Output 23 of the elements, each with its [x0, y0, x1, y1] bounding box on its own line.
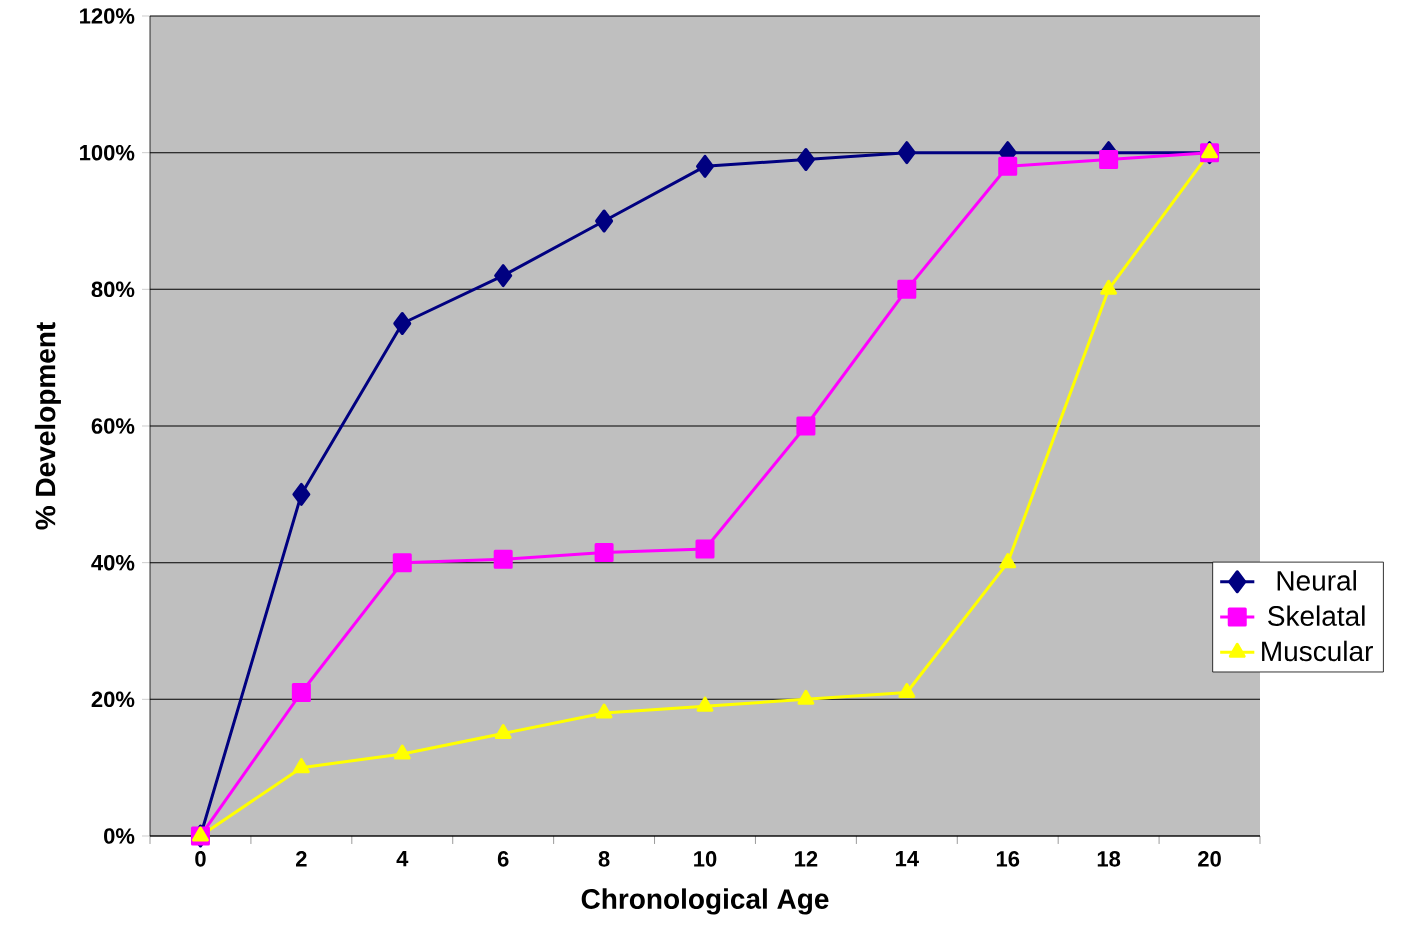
- x-axis-title: Chronological Age: [581, 888, 829, 915]
- x-tick-label: 14: [895, 851, 919, 867]
- y-axis-title: % Development: [34, 322, 61, 530]
- x-tick-label: 12: [795, 851, 818, 867]
- y-tick-label: 60%: [91, 418, 135, 434]
- y-tick-label: 80%: [91, 281, 135, 298]
- x-tick-label: 2: [296, 851, 307, 867]
- x-tick-label: 18: [1097, 851, 1121, 867]
- x-tick-label: 10: [694, 851, 717, 867]
- y-tick-label: 20%: [91, 691, 135, 708]
- x-tick-label: 16: [996, 851, 1020, 867]
- legend-label: Muscular: [1262, 640, 1373, 662]
- y-tick-label: 40%: [91, 554, 135, 571]
- y-tick-label: 120%: [80, 8, 135, 24]
- legend-label: Neural: [1277, 570, 1356, 591]
- legend-label: Skelatal: [1268, 605, 1365, 626]
- x-tick-label: 20: [1198, 851, 1221, 867]
- x-tick-label: 4: [396, 851, 409, 867]
- x-tick-label: 6: [497, 851, 509, 867]
- y-tick-label: 100%: [80, 144, 135, 161]
- x-tick-label: 8: [598, 851, 610, 867]
- y-tick-label: 0%: [104, 828, 135, 844]
- x-tick-label: 0: [195, 851, 206, 867]
